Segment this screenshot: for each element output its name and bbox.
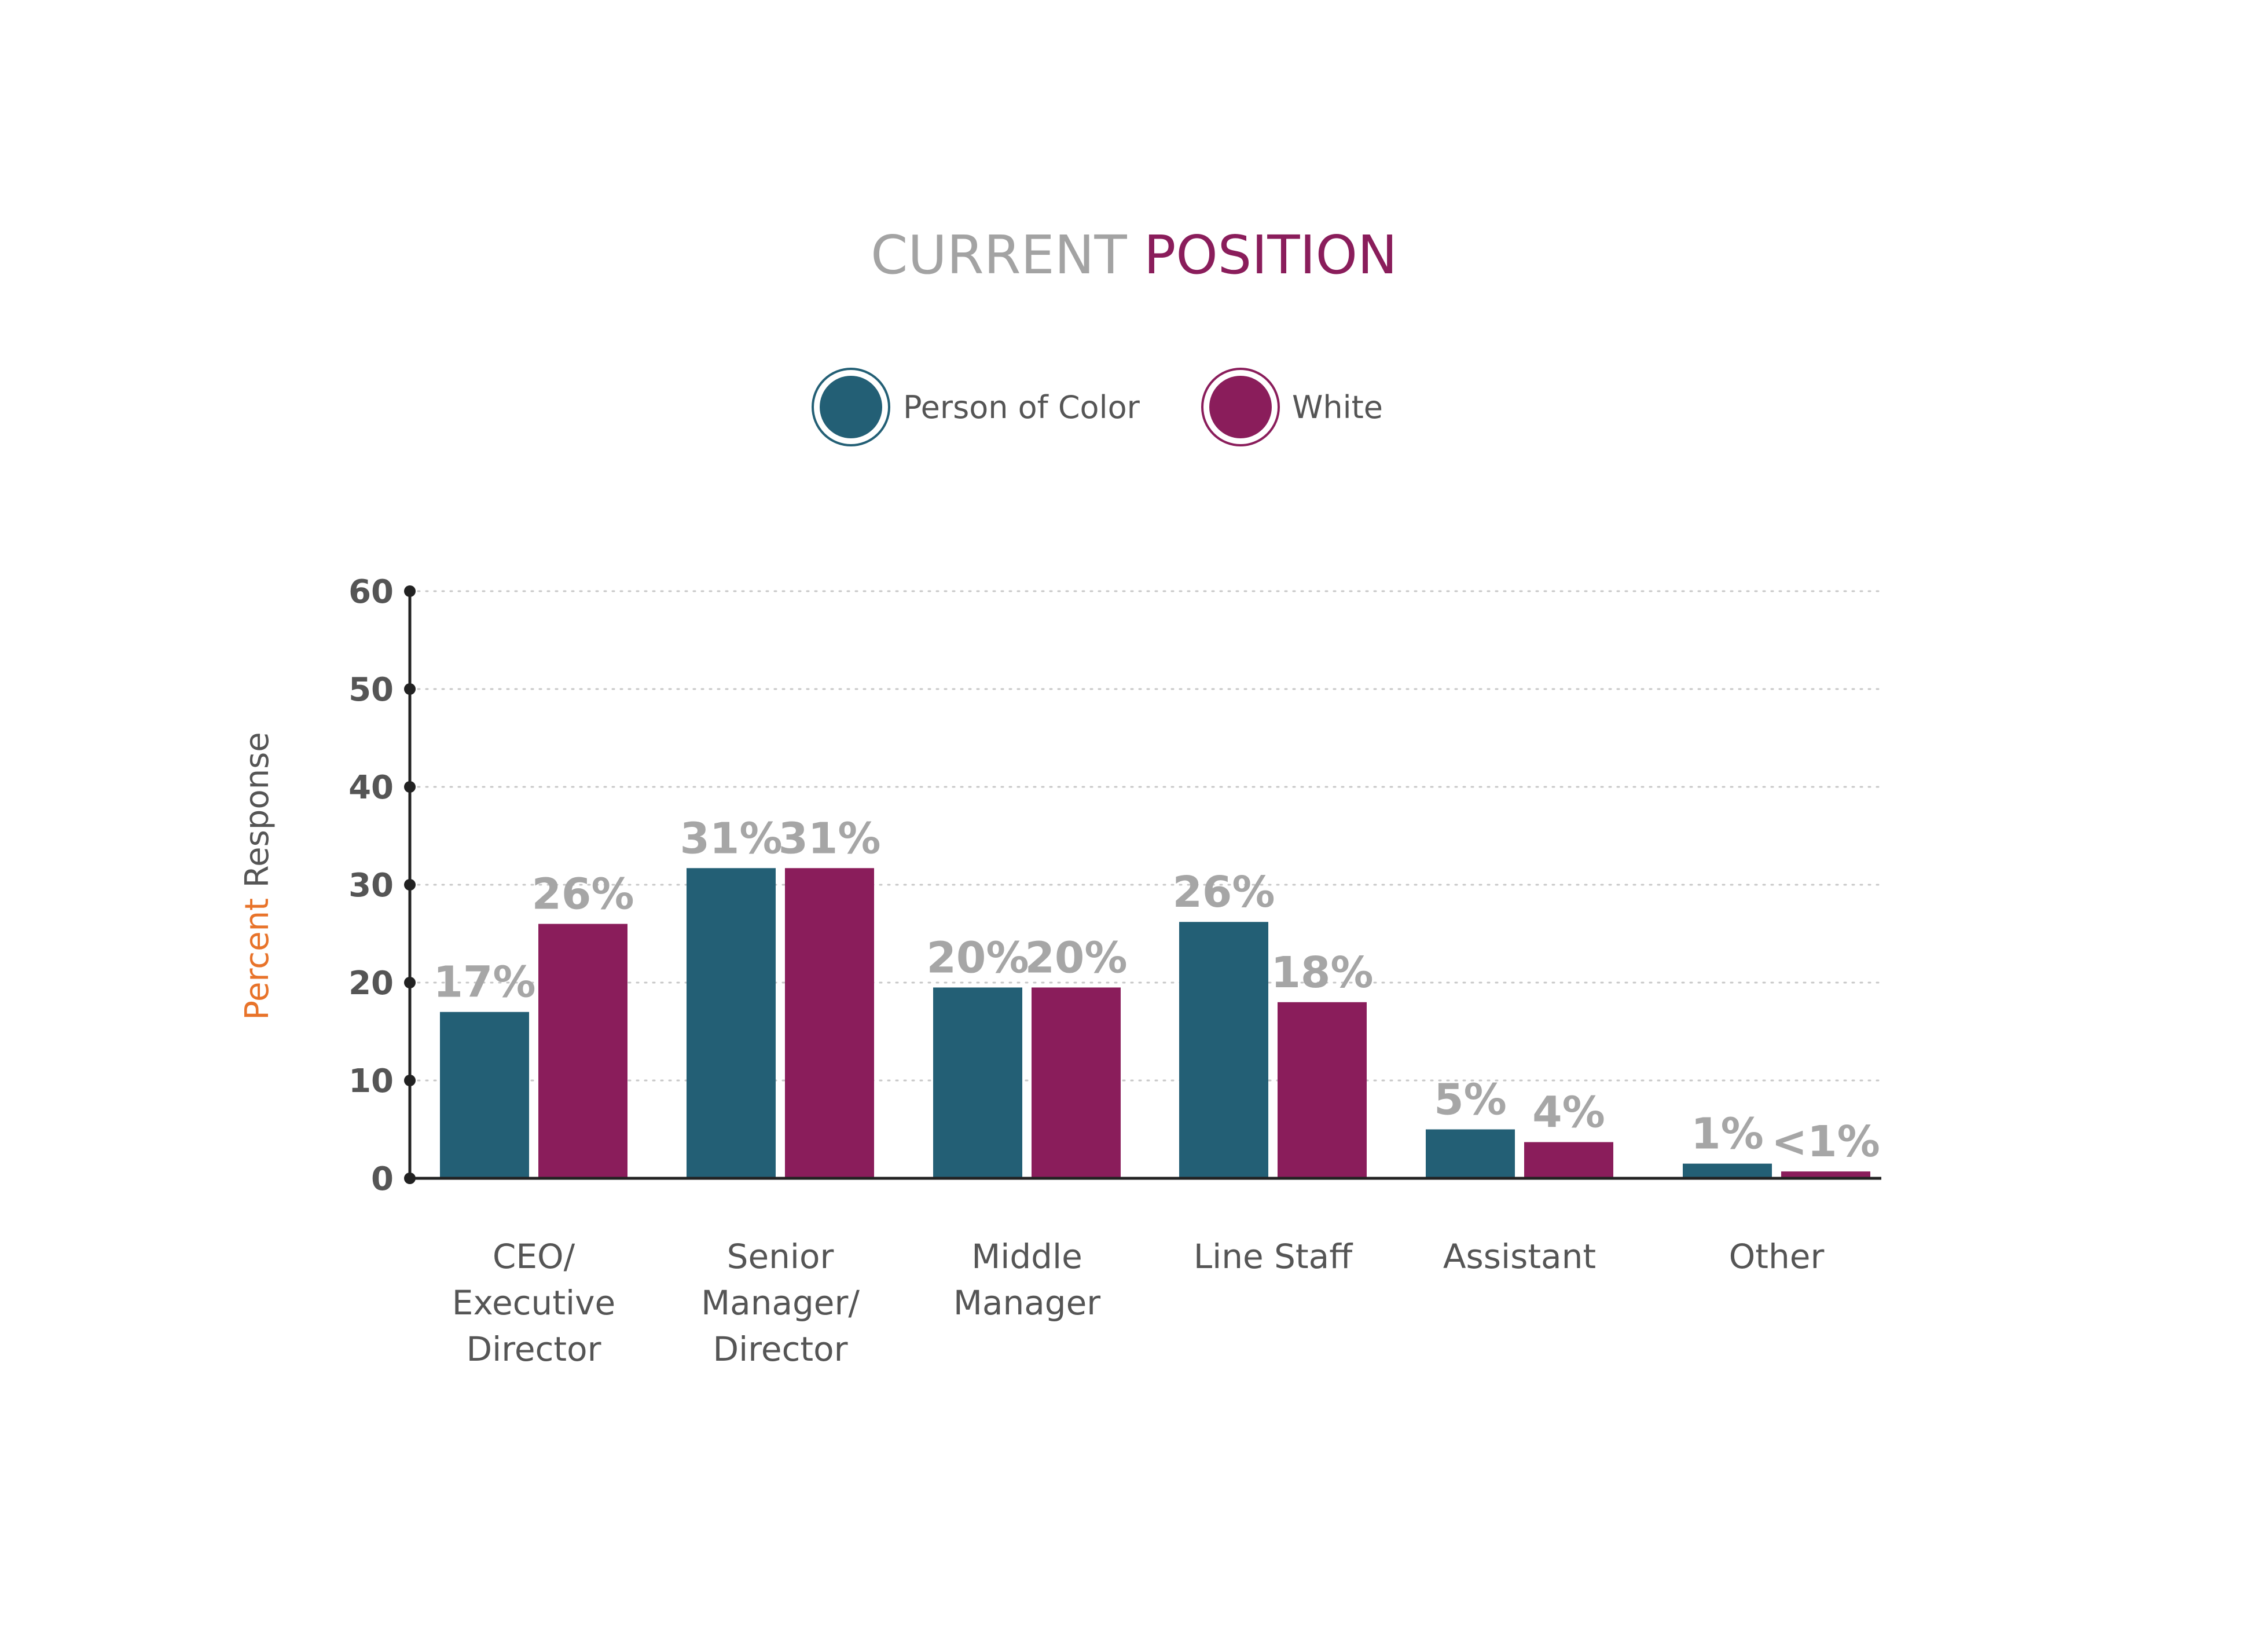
y-axis-label: Percent Response xyxy=(238,732,276,1020)
value-label-white-ceo-executive-director: 26% xyxy=(531,870,634,919)
x-category-label-line: Director xyxy=(467,1329,601,1369)
legend-item-white: White xyxy=(1201,368,1383,446)
bar-person-of-color-senior-manager-director xyxy=(687,868,776,1178)
y-axis-label-part2: Response xyxy=(238,732,276,898)
chart-title-part1: CURRENT xyxy=(871,224,1144,286)
value-label-white-other: <1% xyxy=(1771,1117,1880,1167)
x-category-label-line: Director xyxy=(713,1329,848,1369)
bar-white-ceo-executive-director xyxy=(538,924,627,1178)
y-tick-label-10: 10 xyxy=(348,1063,394,1100)
x-category-label-other: Other xyxy=(1729,1237,1825,1276)
value-label-person-of-color-senior-manager-director: 31% xyxy=(680,814,782,863)
x-category-labels: CEO/Executive Director Senior Manager/Direc… xyxy=(452,1237,1825,1369)
x-category-label-line: Line Staff xyxy=(1194,1237,1353,1276)
bar-person-of-color-middle-manager xyxy=(933,987,1022,1178)
value-label-white-middle-manager: 20% xyxy=(1025,933,1127,983)
legend-label-person-of-color: Person of Color xyxy=(903,389,1140,426)
y-tick-label-20: 20 xyxy=(348,965,394,1002)
x-category-label-line: Middle xyxy=(971,1237,1082,1276)
y-tick-label-30: 30 xyxy=(348,867,394,904)
value-labels: 17% 26% 31%31% 20%20% 26% 18% 5% 4% 1% <1% xyxy=(433,814,1880,1167)
y-tick-label-0: 0 xyxy=(371,1160,394,1198)
bar-white-middle-manager xyxy=(1032,987,1121,1178)
legend-swatch-white xyxy=(1209,376,1272,438)
x-category-label-line: Manager/ xyxy=(701,1283,860,1322)
x-category-label-line: Assistant xyxy=(1443,1237,1596,1276)
x-category-label-line: Other xyxy=(1729,1237,1825,1276)
x-category-label-line-staff: Line Staff xyxy=(1194,1237,1353,1276)
bar-person-of-color-other xyxy=(1683,1163,1772,1178)
x-category-label-line: CEO/ xyxy=(493,1237,575,1276)
value-label-person-of-color-line-staff: 26% xyxy=(1172,867,1275,917)
gridlines xyxy=(409,590,1882,1082)
legend: Person of Color White xyxy=(812,368,1383,446)
x-category-label-line: Executive xyxy=(452,1283,615,1322)
bar-white-assistant xyxy=(1524,1142,1613,1178)
bar-white-senior-manager-director xyxy=(785,868,874,1178)
y-tick-label-60: 60 xyxy=(348,573,394,611)
y-tick-label-40: 40 xyxy=(348,769,394,807)
x-category-label-line: Manager xyxy=(953,1283,1100,1322)
axes xyxy=(404,585,1881,1184)
value-label-person-of-color-middle-manager: 20% xyxy=(926,933,1029,983)
bar-person-of-color-ceo-executive-director xyxy=(440,1012,529,1178)
legend-label-white: White xyxy=(1292,389,1383,426)
x-category-label-line: Senior xyxy=(727,1237,834,1276)
value-label-person-of-color-other: 1% xyxy=(1691,1109,1764,1159)
legend-swatch-person-of-color xyxy=(820,376,882,438)
y-axis-label-part1: Percent xyxy=(238,898,276,1020)
bars xyxy=(440,868,1870,1178)
bar-person-of-color-assistant xyxy=(1426,1129,1515,1178)
chart-title-part2: POSITION xyxy=(1144,224,1397,286)
chart-title: CURRENT POSITION xyxy=(871,224,1397,286)
legend-swatch-ring-white xyxy=(1201,368,1280,446)
x-category-label-middle-manager: Middle Manager xyxy=(953,1237,1100,1322)
x-category-label-assistant: Assistant xyxy=(1443,1237,1596,1276)
value-label-white-assistant: 4% xyxy=(1532,1087,1605,1137)
x-category-label-ceo-executive-director: CEO/Executive Director xyxy=(452,1237,615,1369)
bar-person-of-color-line-staff xyxy=(1179,922,1268,1178)
y-tick-labels: 0 10 20 30 40 50 60 xyxy=(348,573,394,1198)
legend-swatch-ring-person-of-color xyxy=(812,368,890,446)
legend-item-person-of-color: Person of Color xyxy=(812,368,1140,446)
bar-white-line-staff xyxy=(1278,1002,1367,1178)
bar-white-other xyxy=(1781,1171,1870,1178)
x-category-label-senior-manager-director: Senior Manager/Director xyxy=(701,1237,860,1369)
value-label-person-of-color-ceo-executive-director: 17% xyxy=(433,958,535,1007)
value-label-white-senior-manager-director: 31% xyxy=(778,814,880,863)
value-label-white-line-staff: 18% xyxy=(1271,948,1373,998)
value-label-person-of-color-assistant: 5% xyxy=(1434,1075,1507,1125)
y-tick-label-50: 50 xyxy=(348,671,394,709)
